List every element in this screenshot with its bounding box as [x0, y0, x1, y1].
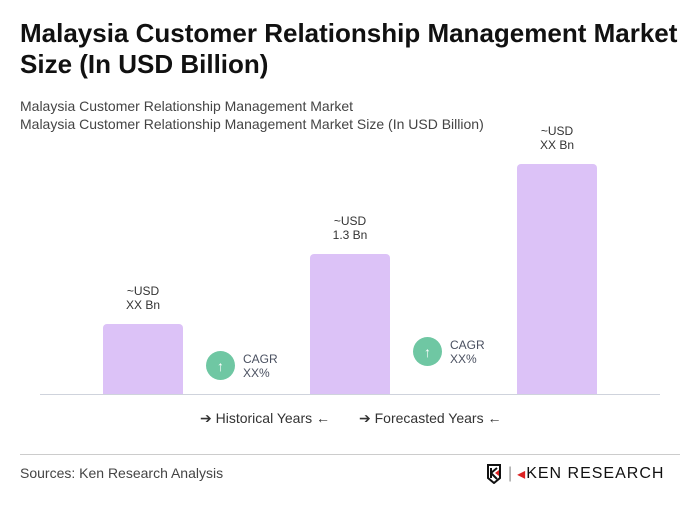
cagr-value: XX%	[243, 365, 270, 380]
arrow-up-icon: ↑	[413, 337, 442, 366]
legend-historical: ➔ Historical Years ←	[200, 410, 330, 427]
cagr-label: CAGR	[243, 351, 278, 366]
bar-label: ~USD 1.3 Bn	[332, 214, 368, 242]
sources: Sources: Ken Research Analysis	[20, 465, 224, 481]
ken-research-logo: | ◂ KEN RESEARCH	[486, 464, 664, 484]
subtitle: Malaysia Customer Relationship Managemen…	[20, 98, 354, 114]
bar-label: ~USD XX Bn	[125, 284, 161, 312]
arrow-right-icon: ➔	[359, 410, 375, 426]
cagr-badge: ↑ CAGR XX%	[413, 337, 485, 366]
bar	[310, 254, 390, 394]
chart-title: Malaysia Customer Relationship Managemen…	[20, 18, 678, 79]
x-axis	[40, 394, 660, 395]
bar-label: ~USD XX Bn	[539, 123, 575, 152]
logo-icon	[487, 464, 501, 484]
bar	[517, 163, 597, 394]
arrow-left-icon: ←	[312, 410, 331, 426]
arrow-left-icon: ←	[483, 410, 502, 426]
cagr-badge: ↑ CAGR XX%	[206, 351, 278, 380]
arrow-right-icon: ➔	[200, 410, 216, 426]
divider	[20, 454, 680, 455]
cagr-value: XX%	[450, 351, 477, 366]
cagr-label: CAGR	[450, 337, 485, 352]
legend-forecasted: ➔ Forecasted Years ←	[359, 410, 501, 427]
legend-label: Historical Years	[215, 410, 313, 426]
legend-label: Forecasted Years	[374, 410, 484, 426]
arrow-up-icon: ↑	[206, 351, 235, 380]
bar	[103, 324, 183, 394]
subtitle-2: Malaysia Customer Relationship Managemen…	[20, 116, 484, 132]
